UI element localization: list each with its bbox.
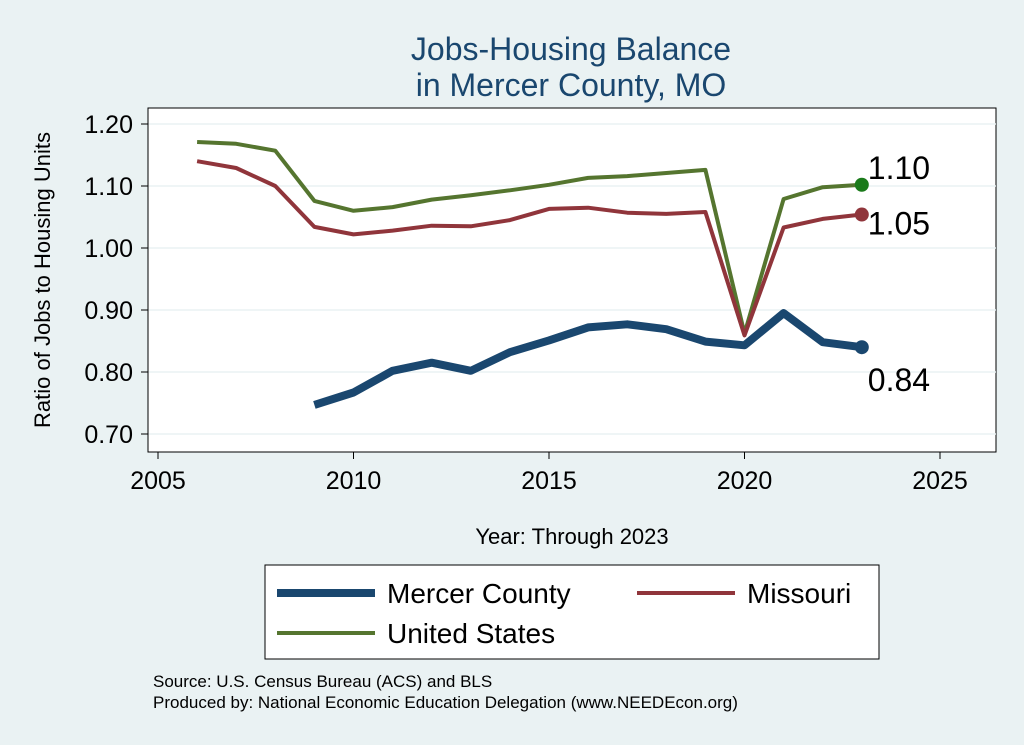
y-tick-label: 0.70 xyxy=(84,421,133,449)
chart-title-line-1: Jobs-Housing Balance xyxy=(411,31,731,67)
y-tick-label: 0.80 xyxy=(84,359,133,387)
axes: 0.70 0.80 0.90 1.00 1.10 1.20 2005 2010 2015 2020… xyxy=(84,108,996,495)
end-label-missouri: 1.05 xyxy=(868,206,930,242)
legend-box xyxy=(264,564,880,660)
end-marker-mercer-county xyxy=(854,340,869,355)
x-tick-label: 2015 xyxy=(521,467,577,495)
x-tick-label: 2005 xyxy=(130,467,186,495)
x-axis-title: Year: Through 2023 xyxy=(475,524,668,549)
legend: Mercer County Missouri United States xyxy=(264,564,880,660)
legend-label-mercer-county: Mercer County xyxy=(387,578,571,609)
series-lines xyxy=(196,140,863,409)
y-tick-label: 0.90 xyxy=(84,297,133,325)
chart-title-line-2: in Mercer County, MO xyxy=(416,67,727,103)
produced-by-note: Produced by: National Economic Education… xyxy=(153,693,738,712)
end-marker-missouri xyxy=(854,207,869,222)
end-label-united-states: 1.10 xyxy=(868,150,930,186)
legend-label-missouri: Missouri xyxy=(747,578,851,609)
series-line-mercer-county xyxy=(313,309,863,409)
source-note: Source: U.S. Census Bureau (ACS) and BLS xyxy=(153,672,492,691)
plot-area xyxy=(147,107,997,453)
y-axis-title: Ratio of Jobs to Housing Units xyxy=(30,132,55,428)
end-markers xyxy=(854,177,869,355)
end-labels: 1.10 1.05 0.84 xyxy=(868,150,930,398)
x-tick-label: 2020 xyxy=(717,467,773,495)
x-tick-label: 2010 xyxy=(326,467,382,495)
series-line-missouri xyxy=(196,159,863,338)
grid xyxy=(148,123,996,435)
legend-label-united-states: United States xyxy=(387,618,555,649)
end-label-mercer-county: 0.84 xyxy=(868,362,930,398)
series-line-united-states xyxy=(197,140,862,336)
y-tick-label: 1.20 xyxy=(84,111,133,139)
y-tick-label: 1.10 xyxy=(84,173,133,201)
end-marker-united-states xyxy=(854,177,869,192)
y-tick-label: 1.00 xyxy=(84,235,133,263)
x-tick-label: 2025 xyxy=(912,467,968,495)
